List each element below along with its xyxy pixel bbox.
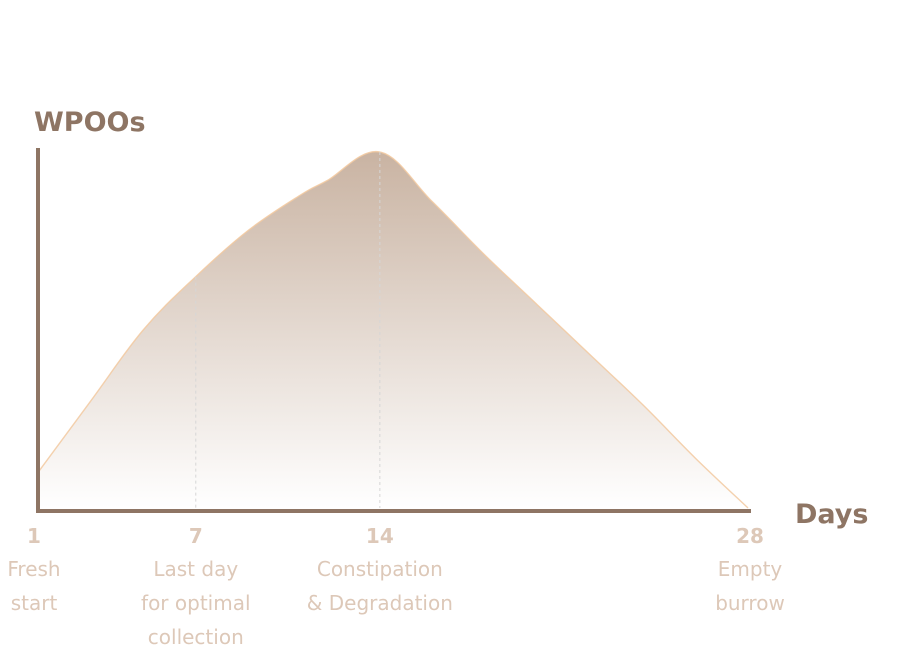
tick-description: Last day [153,557,238,581]
x-axis-title: Days [795,499,868,530]
area-fill [38,151,748,508]
tick-description: start [11,591,58,615]
tick-description: Fresh [7,557,60,581]
y-axis-title: WPOOs [34,107,146,138]
tick-description: collection [148,625,244,649]
tick-label: 1 [27,524,41,548]
tick-label: 14 [366,524,394,548]
tick-description: burrow [715,591,785,615]
tick-description: Empty [718,557,783,581]
tick-label: 28 [736,524,764,548]
tick-description: Constipation [317,557,443,581]
tick-label: 7 [189,524,203,548]
tick-description: & Degradation [307,591,453,615]
tick-description: for optimal [141,591,250,615]
